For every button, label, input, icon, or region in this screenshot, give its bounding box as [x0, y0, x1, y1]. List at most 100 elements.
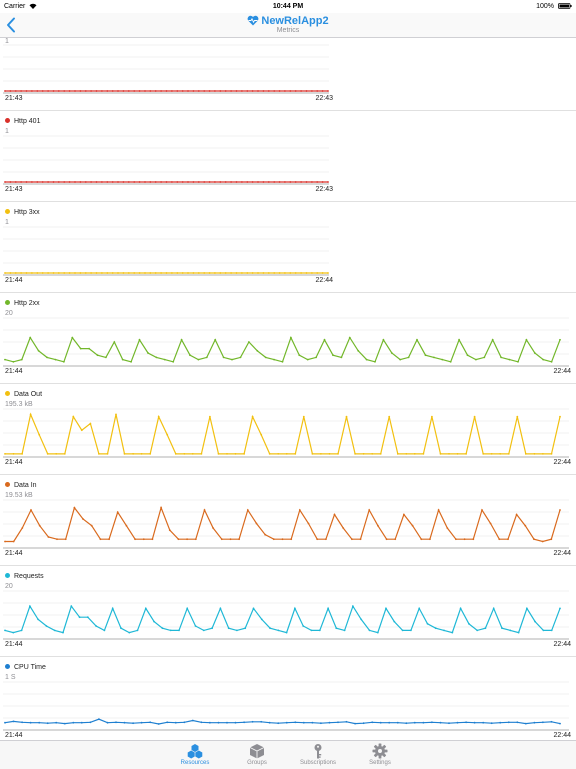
x-start-label: 21:44: [5, 732, 23, 739]
tab-resources[interactable]: Resources: [165, 741, 225, 769]
data-point: [123, 453, 126, 455]
data-point: [4, 272, 6, 274]
data-point: [264, 356, 267, 359]
data-point: [9, 181, 12, 183]
metric-title-text: Data In: [14, 482, 37, 489]
data-point: [377, 524, 379, 527]
data-point: [101, 90, 103, 92]
data-point: [89, 422, 92, 425]
carrier-label: Carrier: [4, 3, 26, 10]
data-point: [294, 272, 297, 274]
data-point: [516, 415, 519, 418]
data-point: [431, 415, 433, 418]
data-point: [183, 721, 186, 724]
metric-chart-row[interactable]: 1 21:43 22:43: [0, 38, 576, 111]
data-point: [80, 429, 83, 432]
data-point: [56, 538, 58, 541]
data-point: [133, 272, 136, 274]
x-start-label: 21:43: [5, 95, 23, 102]
data-point: [311, 272, 313, 274]
metric-chart-row[interactable]: CPU Time 1 S 21:44 22:44: [0, 657, 576, 748]
data-point: [90, 524, 93, 527]
data-point: [434, 627, 437, 630]
data-point: [142, 538, 145, 541]
data-point: [214, 272, 216, 274]
data-point: [189, 354, 191, 357]
data-point: [550, 453, 553, 455]
data-point: [277, 722, 280, 725]
data-point: [168, 529, 171, 532]
data-point: [21, 721, 23, 724]
back-chevron-icon[interactable]: [6, 17, 16, 33]
data-point: [14, 181, 17, 183]
data-point: [224, 272, 227, 274]
data-point: [305, 272, 308, 274]
data-point: [219, 181, 222, 183]
tab-groups[interactable]: Groups: [227, 741, 287, 769]
data-point: [260, 618, 263, 621]
key-icon: [314, 744, 322, 759]
data-point: [46, 453, 49, 455]
data-point: [101, 272, 103, 274]
wifi-icon: [29, 3, 37, 9]
data-point: [411, 524, 414, 527]
data-point: [20, 272, 22, 274]
data-point: [262, 181, 265, 183]
metric-chart-row[interactable]: Requests 20 21:44 22:44: [0, 566, 576, 657]
data-point: [337, 721, 339, 724]
data-point: [169, 629, 172, 632]
metric-chart-row[interactable]: Http 401 1 21:43 22:43: [0, 111, 576, 202]
data-point: [116, 511, 119, 514]
data-point: [321, 272, 324, 274]
data-point: [507, 453, 510, 455]
data-point: [29, 605, 31, 608]
data-point: [234, 721, 237, 724]
x-start-label: 21:44: [5, 459, 23, 466]
data-point: [345, 720, 348, 723]
data-point: [9, 90, 12, 92]
metric-plot: [3, 681, 569, 731]
data-point: [320, 453, 322, 455]
data-point: [45, 625, 48, 627]
data-point: [37, 618, 39, 621]
data-point: [127, 90, 130, 92]
metric-chart-row[interactable]: Http 3xx 1 21:44 22:44: [0, 202, 576, 293]
metric-chart-row[interactable]: Data In 19.53 kB 21:44 22:44: [0, 475, 576, 566]
data-point: [277, 629, 280, 632]
data-point: [268, 453, 271, 455]
data-point: [302, 415, 305, 418]
data-point: [64, 538, 67, 541]
data-point: [96, 354, 99, 357]
data-point: [327, 607, 329, 610]
data-point: [289, 272, 292, 274]
metric-chart-row[interactable]: Http 2xx 20 21:44 22:44: [0, 293, 576, 384]
tab-bar: Resources Groups Subscriptions: [0, 740, 576, 769]
data-point: [25, 90, 28, 92]
data-point: [21, 527, 24, 529]
data-point: [481, 509, 483, 511]
data-point: [227, 627, 230, 630]
data-point: [290, 538, 293, 541]
data-point: [138, 338, 141, 341]
tab-settings[interactable]: Settings: [350, 741, 410, 769]
data-point: [396, 721, 399, 724]
data-point: [144, 272, 146, 274]
metric-title-text: Http 2xx: [14, 300, 40, 307]
data-point: [238, 538, 241, 541]
data-point: [229, 538, 232, 541]
data-point: [147, 352, 149, 354]
data-point: [446, 527, 449, 529]
data-point: [138, 272, 141, 274]
data-point: [68, 181, 71, 183]
data-point: [70, 605, 73, 608]
tab-subscriptions[interactable]: Subscriptions: [288, 741, 348, 769]
data-point: [241, 90, 243, 92]
data-point: [128, 631, 131, 634]
metric-chart-row[interactable]: Data Out 195.3 kB 21:44 22:44: [0, 384, 576, 475]
data-point: [154, 181, 157, 183]
data-point: [298, 354, 301, 357]
y-max-label: 195.3 kB: [5, 401, 33, 408]
data-point: [171, 90, 173, 92]
y-max-label: 1: [5, 219, 9, 226]
data-point: [200, 721, 203, 724]
